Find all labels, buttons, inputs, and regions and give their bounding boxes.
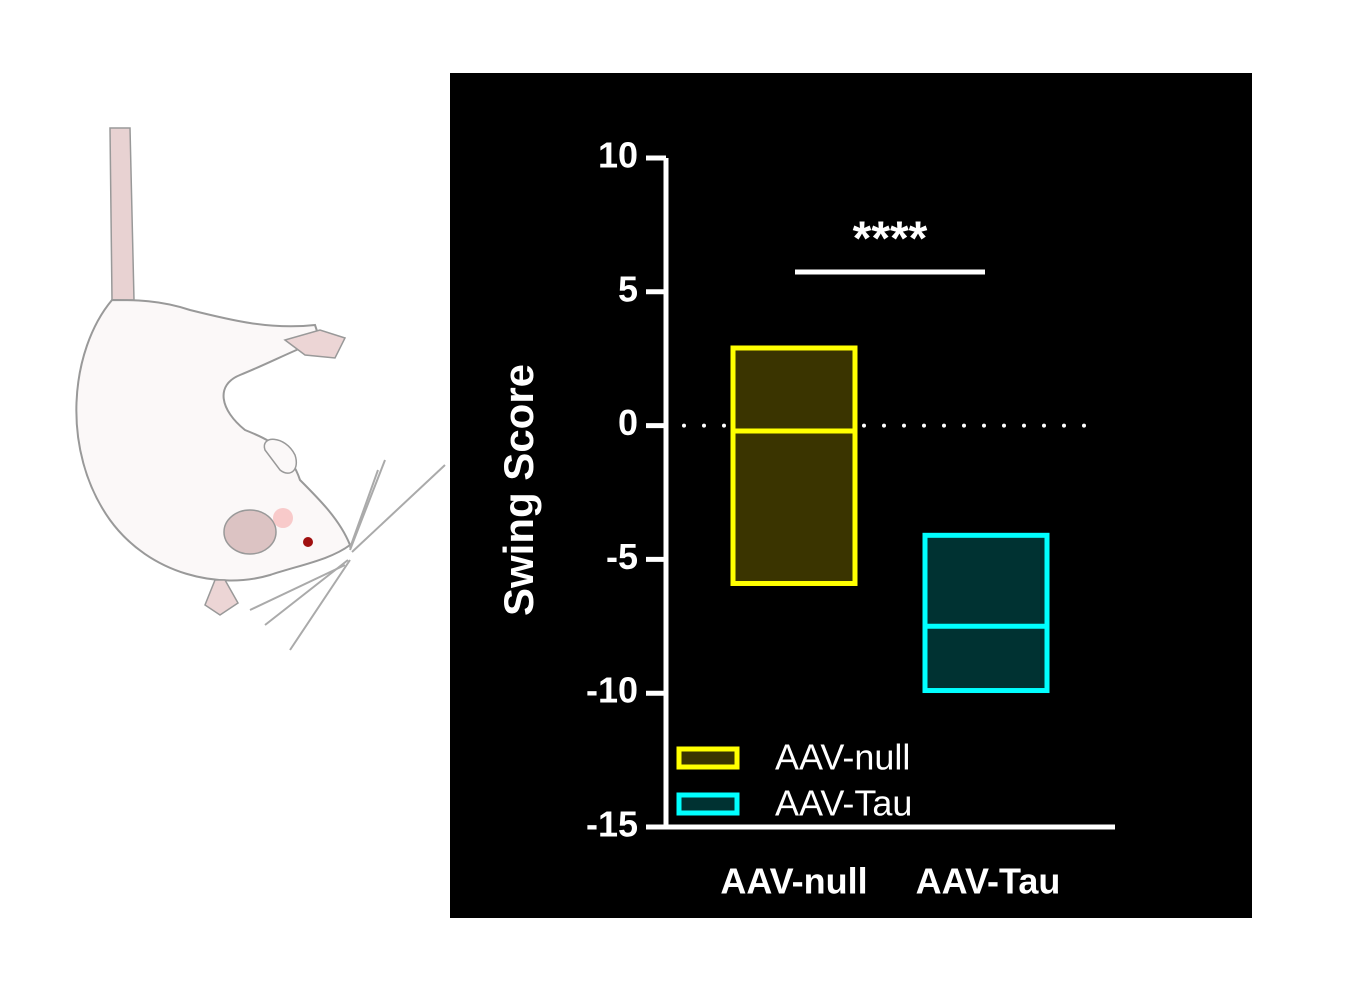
y-tick-label: 0 — [618, 402, 638, 443]
mouse-paw — [283, 329, 347, 359]
legend-label: AAV-null — [775, 737, 910, 778]
legend-swatch — [676, 746, 740, 770]
mouse-tail — [109, 127, 135, 301]
legend-swatch — [676, 792, 740, 816]
y-tick-label: -5 — [606, 536, 638, 577]
range-bar — [730, 345, 858, 586]
legend-label: AAV-Tau — [775, 783, 912, 824]
mouse-paw — [204, 579, 239, 616]
mouse-cheek — [273, 508, 293, 528]
y-tick-label: -10 — [586, 670, 638, 711]
significance-label: **** — [853, 213, 928, 266]
y-tick-label: 5 — [618, 268, 638, 309]
mouse-ear — [263, 438, 297, 474]
y-tick-label: 10 — [598, 135, 638, 176]
x-tick-label: AAV-null — [720, 861, 867, 902]
mouse-eye — [303, 537, 313, 547]
range-bar — [922, 532, 1050, 694]
mouse-whiskers — [249, 459, 446, 651]
y-tick-label: -15 — [586, 804, 638, 845]
x-tick-label: AAV-Tau — [916, 861, 1061, 902]
mouse-ear — [223, 509, 277, 555]
y-axis-label: Swing Score — [495, 364, 542, 616]
mouse-illustration — [75, 127, 446, 651]
